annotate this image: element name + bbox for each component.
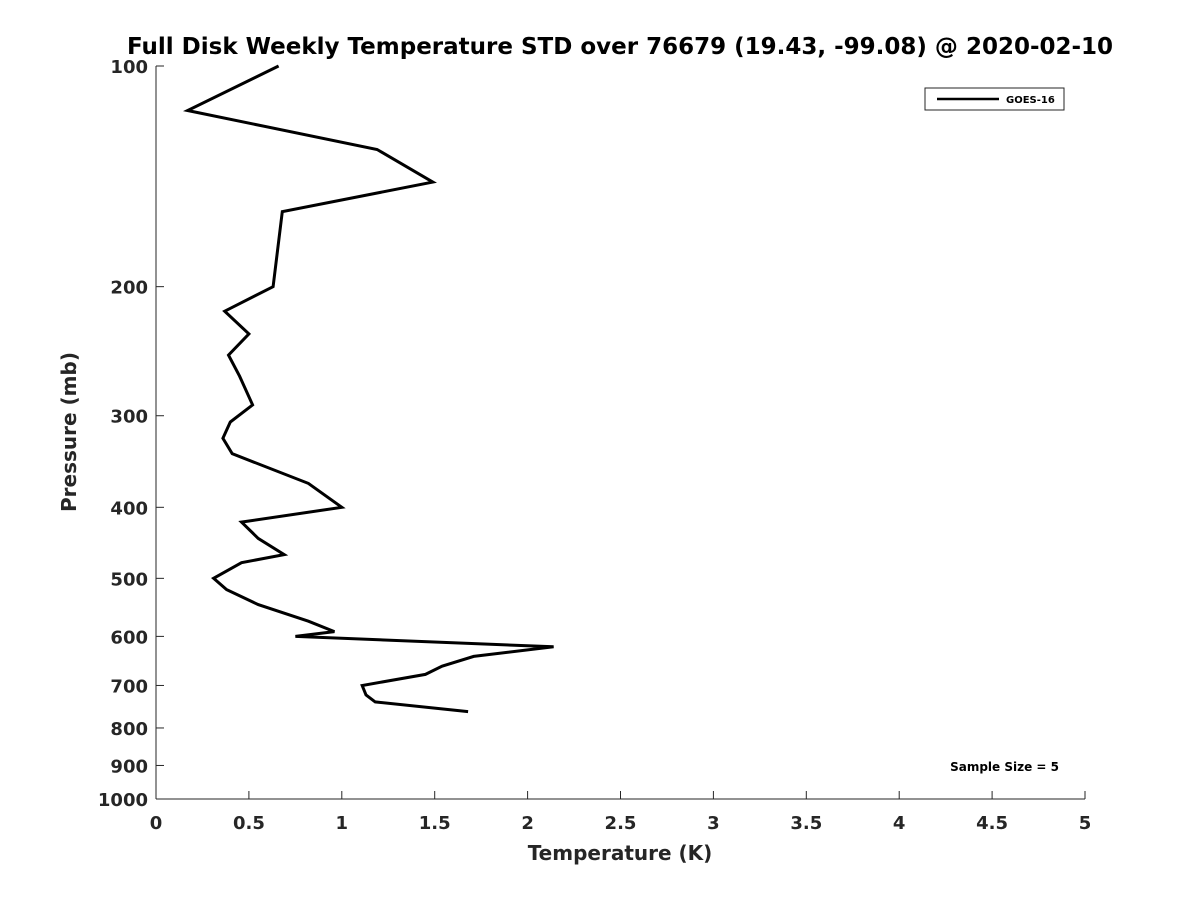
x-tick-label: 3.5 — [790, 813, 822, 834]
x-tick-label: 3 — [707, 813, 720, 834]
chart-title: Full Disk Weekly Temperature STD over 76… — [127, 34, 1113, 60]
sample-size-annotation: Sample Size = 5 — [950, 760, 1059, 774]
y-axis-label: Pressure (mb) — [57, 352, 81, 512]
series-layer — [182, 64, 554, 714]
y-tick-label: 300 — [110, 407, 148, 428]
x-tick-label: 4.5 — [976, 813, 1008, 834]
y-tick-label: 500 — [110, 569, 148, 590]
y-tick-label: 900 — [110, 756, 148, 777]
x-ticks: 0 0.5 1 1.5 2 2.5 3 3.5 4 4.5 5 — [150, 791, 1092, 834]
series-line-goes-16 — [182, 64, 554, 714]
x-tick-label: 1.5 — [419, 813, 451, 834]
y-tick-label: 400 — [110, 498, 148, 519]
x-tick-label: 2.5 — [605, 813, 637, 834]
x-tick-label: 4 — [893, 813, 906, 834]
x-tick-label: 5 — [1079, 813, 1092, 834]
y-tick-label: 1000 — [98, 790, 148, 811]
y-tick-label: 100 — [110, 57, 148, 78]
y-tick-label: 800 — [110, 719, 148, 740]
legend: GOES-16 — [924, 87, 1065, 111]
legend-series-label: GOES-16 — [1006, 95, 1055, 106]
x-tick-label: 0.5 — [233, 813, 265, 834]
y-ticks: 100 200 300 400 500 600 700 800 900 1000 — [98, 57, 164, 811]
y-tick-label: 600 — [110, 627, 148, 648]
x-axis-label: Temperature (K) — [528, 841, 713, 865]
x-tick-label: 1 — [336, 813, 349, 834]
x-tick-label: 0 — [150, 813, 163, 834]
plot-area: 0 0.5 1 1.5 2 2.5 3 3.5 4 4.5 5 100 200 300 400 500 600… — [98, 57, 1091, 834]
x-tick-label: 2 — [521, 813, 534, 834]
y-tick-label: 200 — [110, 278, 148, 299]
y-tick-label: 700 — [110, 676, 148, 697]
